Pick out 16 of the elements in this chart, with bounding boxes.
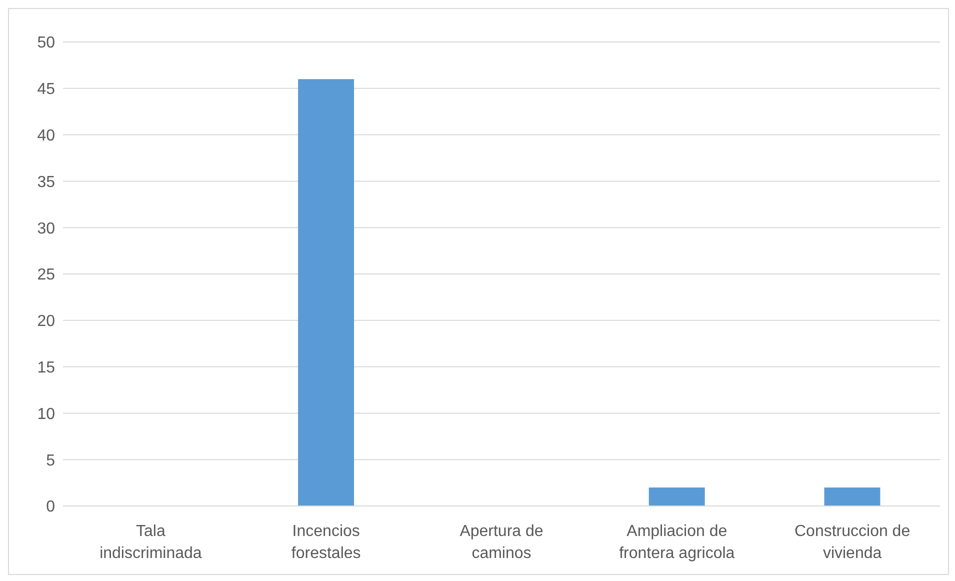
x-tick-label: Construccion de vivienda <box>794 523 910 562</box>
y-tick-label: 15 <box>37 359 56 376</box>
y-tick-label: 0 <box>46 498 56 516</box>
x-tick-label: Ampliacion de frontera agricola <box>619 523 735 562</box>
x-tick-label: Apertura de caminos <box>460 523 544 562</box>
y-tick-label: 40 <box>37 127 56 144</box>
y-tick-label: 50 <box>37 34 56 52</box>
y-tick-label: 20 <box>37 313 56 330</box>
y-tick-label: 45 <box>37 81 56 98</box>
x-tick-label: Incencios forestales <box>291 523 361 562</box>
y-tick-label: 25 <box>37 266 56 284</box>
y-tick-label: 5 <box>46 452 56 470</box>
y-tick-label: 35 <box>37 174 56 191</box>
x-tick-label: Tala indiscriminada <box>100 523 202 562</box>
y-tick-label: 10 <box>37 406 56 423</box>
y-tick-label: 30 <box>37 220 56 238</box>
